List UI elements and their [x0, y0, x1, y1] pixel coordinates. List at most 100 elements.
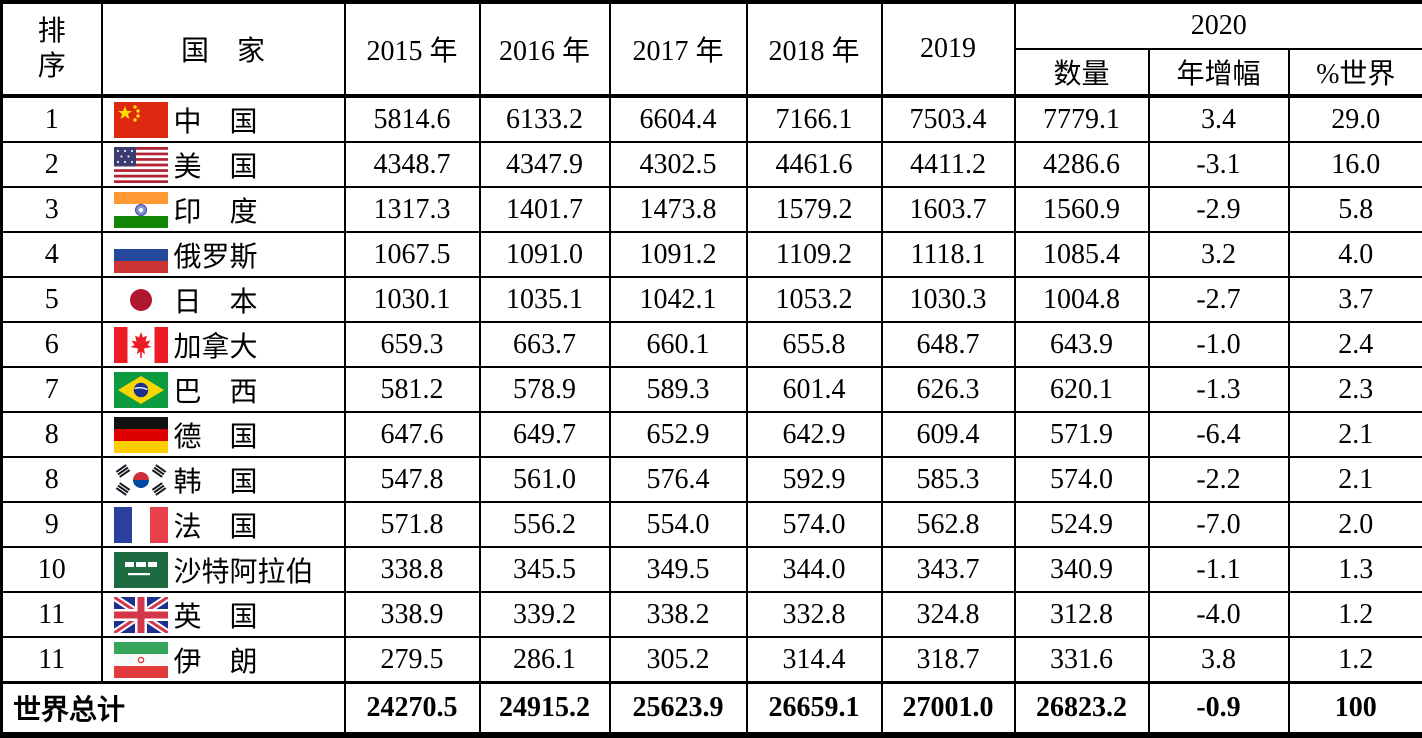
cell-value: -1.1 [1149, 547, 1289, 592]
cell-value: -1.0 [1149, 322, 1289, 367]
cell-value: 620.1 [1015, 367, 1149, 412]
country-name: 英 国 [174, 595, 258, 635]
cell-value: 305.2 [610, 637, 747, 683]
total-2018: 26659.1 [747, 683, 882, 736]
header-country: 国 家 [102, 2, 345, 96]
cell-value: 659.3 [345, 322, 480, 367]
cell-rank: 11 [2, 592, 102, 637]
cell-value: 556.2 [480, 502, 610, 547]
cell-value: 286.1 [480, 637, 610, 683]
cell-value: 1603.7 [882, 187, 1015, 232]
cell-value: 349.5 [610, 547, 747, 592]
cell-country: 伊 朗 [102, 637, 345, 683]
cell-rank: 11 [2, 637, 102, 683]
cell-rank: 10 [2, 547, 102, 592]
cell-value: 3.4 [1149, 96, 1289, 142]
total-share: 100 [1289, 683, 1422, 736]
cell-value: 2.1 [1289, 457, 1422, 502]
total-2016: 24915.2 [480, 683, 610, 736]
cell-country: 沙特阿拉伯 [102, 547, 345, 592]
cell-value: -7.0 [1149, 502, 1289, 547]
cell-value: 562.8 [882, 502, 1015, 547]
cell-value: 571.8 [345, 502, 480, 547]
header-quantity: 数量 [1015, 49, 1149, 96]
cell-value: 609.4 [882, 412, 1015, 457]
cell-value: 1030.3 [882, 277, 1015, 322]
cell-value: 5814.6 [345, 96, 480, 142]
cell-value: 1473.8 [610, 187, 747, 232]
header-2020: 2020 [1015, 2, 1422, 49]
cell-country: 俄罗斯 [102, 232, 345, 277]
cell-value: 561.0 [480, 457, 610, 502]
cell-value: 1053.2 [747, 277, 882, 322]
header-2019: 2019 [882, 2, 1015, 96]
cell-value: 4348.7 [345, 142, 480, 187]
cell-value: 3.8 [1149, 637, 1289, 683]
cell-value: 324.8 [882, 592, 1015, 637]
cell-value: 1091.0 [480, 232, 610, 277]
cell-country: 英 国 [102, 592, 345, 637]
country-name: 印 度 [174, 190, 258, 230]
header-2016: 2016 年 [480, 2, 610, 96]
cell-value: 4.0 [1289, 232, 1422, 277]
cell-value: 4302.5 [610, 142, 747, 187]
cell-value: 344.0 [747, 547, 882, 592]
cell-value: 576.4 [610, 457, 747, 502]
cell-value: 4286.6 [1015, 142, 1149, 187]
cell-value: 345.5 [480, 547, 610, 592]
cell-value: 318.7 [882, 637, 1015, 683]
header-yoy-growth: 年增幅 [1149, 49, 1289, 96]
cell-rank: 1 [2, 96, 102, 142]
total-yoy: -0.9 [1149, 683, 1289, 736]
cell-country: 中 国 [102, 96, 345, 142]
cell-value: -2.9 [1149, 187, 1289, 232]
cell-value: 589.3 [610, 367, 747, 412]
cell-country: 德 国 [102, 412, 345, 457]
cell-value: 2.1 [1289, 412, 1422, 457]
russia-flag-icon [114, 237, 168, 273]
cell-value: 1560.9 [1015, 187, 1149, 232]
cell-value: 338.8 [345, 547, 480, 592]
uk-flag-icon [114, 597, 168, 633]
cell-value: -1.3 [1149, 367, 1289, 412]
country-name: 加拿大 [174, 325, 258, 365]
cell-value: 7166.1 [747, 96, 882, 142]
country-name: 巴 西 [174, 370, 258, 410]
country-name: 日 本 [174, 280, 258, 320]
cell-rank: 4 [2, 232, 102, 277]
cell-value: 6604.4 [610, 96, 747, 142]
cell-value: 2.4 [1289, 322, 1422, 367]
cell-value: 648.7 [882, 322, 1015, 367]
cell-value: 1030.1 [345, 277, 480, 322]
cell-value: 524.9 [1015, 502, 1149, 547]
cell-value: -4.0 [1149, 592, 1289, 637]
total-2015: 24270.5 [345, 683, 480, 736]
cell-rank: 5 [2, 277, 102, 322]
cell-value: 626.3 [882, 367, 1015, 412]
cell-rank: 8 [2, 412, 102, 457]
cell-value: 547.8 [345, 457, 480, 502]
cell-value: 1.2 [1289, 592, 1422, 637]
cell-value: 2.0 [1289, 502, 1422, 547]
country-name: 德 国 [174, 415, 258, 455]
header-rank: 排 序 [2, 2, 102, 96]
cell-value: -3.1 [1149, 142, 1289, 187]
cell-value: 2.3 [1289, 367, 1422, 412]
cell-country: 日 本 [102, 277, 345, 322]
cell-rank: 7 [2, 367, 102, 412]
cell-value: 314.4 [747, 637, 882, 683]
cell-value: 574.0 [747, 502, 882, 547]
cell-value: -6.4 [1149, 412, 1289, 457]
total-2017: 25623.9 [610, 683, 747, 736]
cell-value: 1401.7 [480, 187, 610, 232]
cell-value: 554.0 [610, 502, 747, 547]
china-flag-icon [114, 102, 168, 138]
cell-value: 642.9 [747, 412, 882, 457]
